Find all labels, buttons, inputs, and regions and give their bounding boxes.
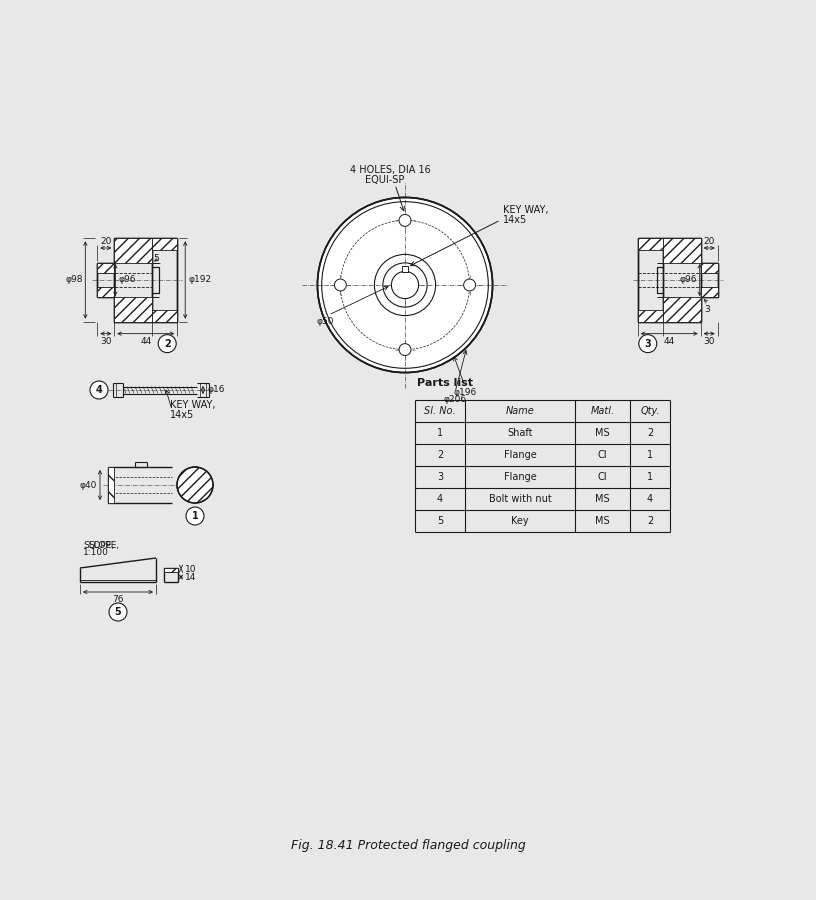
Text: 14x5: 14x5 [170,410,194,420]
Text: φ16: φ16 [207,385,224,394]
Text: 3: 3 [705,305,711,314]
Bar [663,297,701,321]
Text: 2: 2 [647,428,653,438]
Text: 44: 44 [140,337,152,346]
Circle shape [639,335,657,353]
Text: 20: 20 [100,237,112,246]
Text: φ196: φ196 [454,388,477,397]
Bar [701,263,718,274]
Bar [152,238,177,250]
Bar [402,266,407,273]
Text: 20: 20 [703,237,715,246]
Text: EQUI-SP: EQUI-SP [366,176,405,185]
Text: 76: 76 [113,595,124,604]
Text: 30: 30 [703,337,715,346]
Text: MS: MS [595,494,610,504]
Circle shape [90,381,108,399]
Text: 1:100: 1:100 [83,548,109,557]
Bar [114,238,152,263]
Text: 10: 10 [185,565,197,574]
Circle shape [399,344,411,356]
Text: 4: 4 [437,494,443,504]
Text: MS: MS [595,516,610,526]
Text: CI: CI [597,450,607,460]
Circle shape [335,279,346,291]
Text: 5: 5 [114,607,122,617]
Text: 1: 1 [437,428,443,438]
Bar [152,310,177,321]
Text: Bolt with nut: Bolt with nut [489,494,552,504]
Bar [108,467,114,503]
Text: Fig. 18.41 Protected flanged coupling: Fig. 18.41 Protected flanged coupling [290,839,526,851]
Text: φ40: φ40 [80,481,97,490]
Circle shape [158,335,176,353]
Text: KEY WAY,: KEY WAY, [170,400,215,410]
Circle shape [317,197,493,373]
Text: 3: 3 [437,472,443,482]
Text: φ206: φ206 [443,394,467,403]
Bar [663,238,701,263]
Text: 14x5: 14x5 [503,215,527,225]
Text: 1: 1 [647,450,653,460]
Text: Flange: Flange [503,472,536,482]
Text: 4 HOLES, DIA 16: 4 HOLES, DIA 16 [349,166,430,176]
Text: φ96: φ96 [679,275,697,284]
Circle shape [186,507,204,525]
Text: SLOPE,: SLOPE, [83,541,114,550]
Text: φ98: φ98 [66,275,83,284]
Bar [164,568,178,572]
Text: 44: 44 [663,337,675,346]
Text: φ50: φ50 [317,317,334,326]
Text: 14: 14 [185,572,197,581]
Bar [701,287,718,297]
Text: φ192: φ192 [188,275,211,284]
Text: 5: 5 [437,516,443,526]
Bar [97,287,114,297]
Text: CI: CI [597,472,607,482]
Text: 30: 30 [100,337,112,346]
Text: Qty.: Qty. [641,406,660,416]
Bar [638,310,663,321]
Circle shape [399,214,411,227]
Text: Flange: Flange [503,450,536,460]
Text: 3: 3 [645,338,651,348]
Circle shape [392,272,419,299]
Circle shape [463,279,476,291]
Bar [638,238,663,250]
Text: 4: 4 [647,494,653,504]
Text: Parts list: Parts list [417,378,473,388]
Text: 4: 4 [95,385,102,395]
Text: SLOPE,: SLOPE, [88,541,119,550]
Text: φ96: φ96 [118,275,135,284]
Text: 2: 2 [647,516,653,526]
Text: 1: 1 [192,511,198,521]
Text: Name: Name [506,406,534,416]
Text: 1: 1 [647,472,653,482]
Text: 2: 2 [437,450,443,460]
Text: Key: Key [511,516,529,526]
Circle shape [109,603,127,621]
Text: 5: 5 [153,255,159,264]
Text: Shaft: Shaft [508,428,533,438]
Text: MS: MS [595,428,610,438]
Text: Sl. No.: Sl. No. [424,406,456,416]
Text: Matl.: Matl. [591,406,614,416]
Circle shape [177,467,213,503]
Bar [97,263,114,274]
Bar [114,297,152,321]
Text: KEY WAY,: KEY WAY, [503,205,548,215]
Text: 2: 2 [164,338,171,348]
